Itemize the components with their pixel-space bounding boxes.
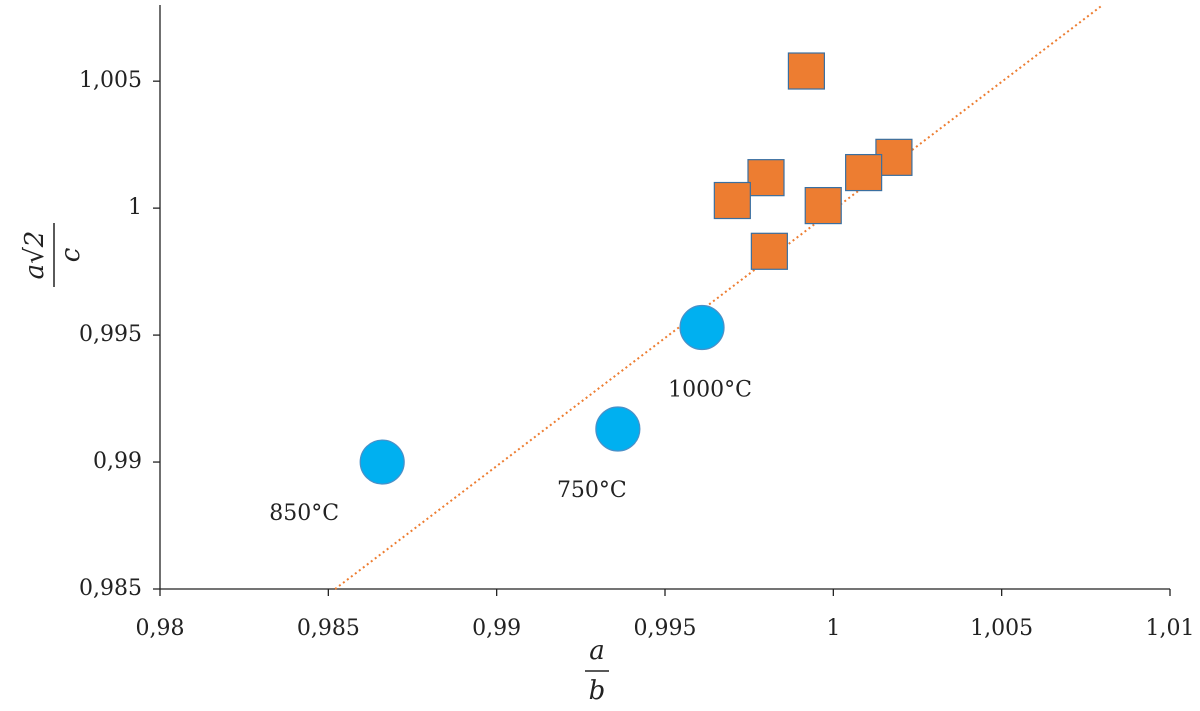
x-label-numerator: a bbox=[589, 636, 605, 666]
circle-point bbox=[679, 304, 725, 351]
x-tick-label: 1 bbox=[826, 616, 840, 641]
y-label-numerator: a√2 bbox=[20, 231, 50, 280]
x-tick-label: 0,99 bbox=[472, 616, 521, 641]
trendline bbox=[334, 4, 1104, 590]
x-tick-label: 0,995 bbox=[634, 616, 697, 641]
square-point bbox=[804, 186, 842, 225]
y-tick-label: 0,985 bbox=[79, 576, 142, 601]
square-point bbox=[787, 52, 826, 90]
annotation: 850°C bbox=[269, 501, 339, 526]
x-tick-label: 0,98 bbox=[136, 616, 185, 641]
square-point bbox=[713, 181, 751, 220]
square-point bbox=[750, 232, 788, 270]
square-point bbox=[845, 153, 883, 192]
y-tick-label: 1 bbox=[128, 195, 142, 220]
y-label: a√2 c bbox=[20, 223, 86, 287]
y-tick-label: 0,99 bbox=[93, 449, 142, 474]
x-tick-label: 1,01 bbox=[1146, 616, 1195, 641]
circle-point bbox=[595, 406, 641, 452]
y-tick-label: 1,005 bbox=[79, 68, 142, 93]
x-label-denominator: b bbox=[589, 676, 606, 706]
circle-point bbox=[359, 439, 405, 485]
x-tick-label: 1,005 bbox=[970, 616, 1033, 641]
y-tick-label: 0,995 bbox=[79, 322, 142, 347]
annotation: 750°C bbox=[557, 478, 627, 503]
square-point bbox=[747, 159, 785, 197]
annotation: 1000°C bbox=[668, 377, 752, 402]
y-label-denominator: c bbox=[56, 247, 86, 262]
x-tick-label: 0,985 bbox=[297, 616, 360, 641]
